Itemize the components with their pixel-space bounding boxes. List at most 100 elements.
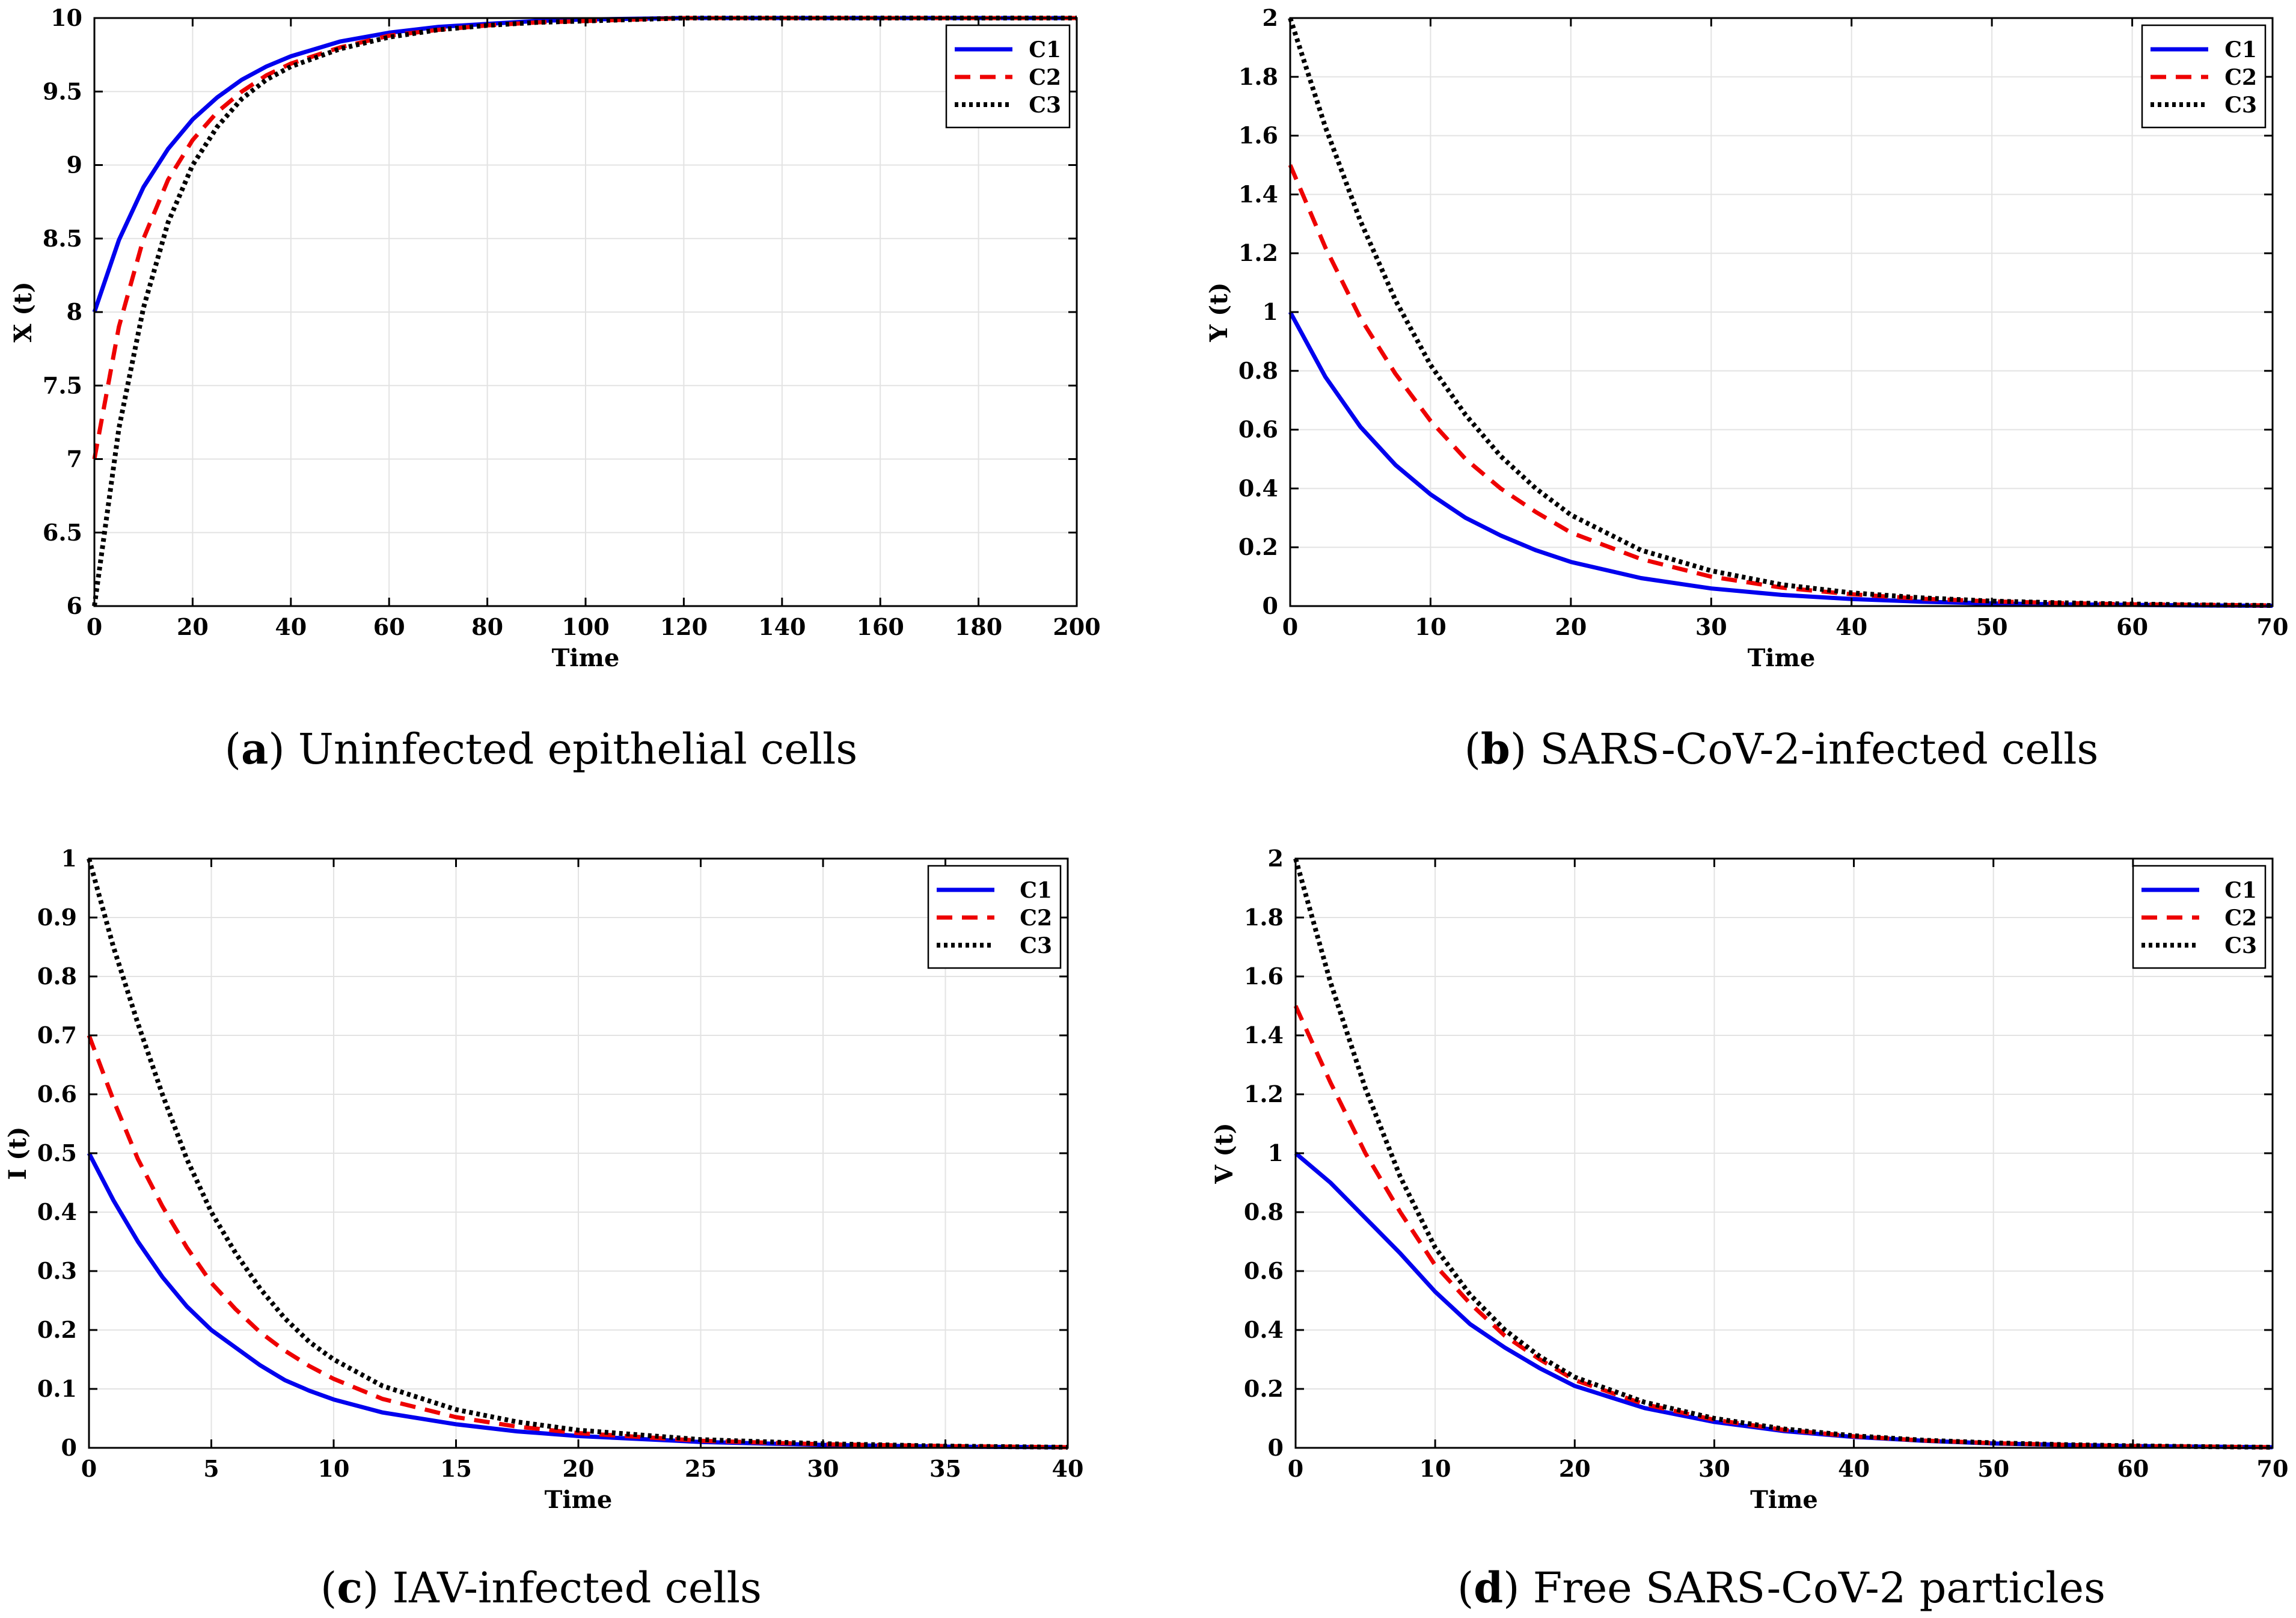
legend-label-c3-c: C3 [1020,933,1052,958]
x-tick-label-c: 0 [81,1455,97,1482]
x-tick-label-b: 10 [1415,613,1446,640]
grid-a [94,18,1077,606]
series-line-c3-d [1293,857,2273,1450]
y-tick-label-d: 1.2 [1244,1080,1284,1108]
x-tick-label-c: 25 [685,1455,717,1482]
y-tick-label-a: 8.5 [43,225,82,252]
x-tick-label-a: 40 [275,613,307,640]
x-tick-label-c: 5 [203,1455,219,1482]
y-tick-label-d: 1 [1268,1139,1284,1166]
caption-letter-a: a [241,724,268,774]
x-tick-label-a: 140 [758,613,806,640]
x-tick-label-c: 40 [1052,1455,1084,1482]
y-tick-label-a: 9 [67,152,82,179]
caption-d: (d) Free SARS-CoV-2 particles [1457,1563,2105,1613]
x-tick-label-a: 200 [1053,613,1100,640]
caption-text-d: Free SARS-CoV-2 particles [1533,1563,2105,1613]
y-tick-label-c: 1 [61,845,77,872]
ticks-a: 0 20 40 60 80 100 120 140 160 180 200 6 6.5 7 7.5 8 8.5 9… [43,4,1101,640]
y-tick-label-b: 1 [1263,298,1278,325]
y-tick-label-d: 0.2 [1244,1375,1284,1402]
x-tick-label-a: 120 [660,613,708,640]
y-axis-label-b: Y (t) [1205,283,1233,343]
x-tick-label-b: 0 [1282,613,1298,640]
y-axis-label-d: V (t) [1210,1123,1238,1184]
x-tick-label-d: 10 [1419,1455,1451,1482]
x-tick-label-c: 10 [318,1455,350,1482]
ticks-b: 0 10 20 30 40 50 60 70 0 0.2 0.4 0.6 0.8 1 1.2 1.4 1.6 1.… [1238,4,2289,640]
x-tick-label-b: 20 [1555,613,1587,640]
x-tick-label-b: 30 [1695,613,1727,640]
series-line-c2-d [1293,1005,2273,1450]
y-tick-label-c: 0.1 [37,1375,77,1402]
x-tick-label-d: 20 [1559,1455,1591,1482]
y-tick-label-b: 2 [1263,4,1278,31]
y-tick-label-b: 0.2 [1238,533,1278,560]
y-tick-label-a: 7.5 [43,372,82,399]
legend-label-c3-b: C3 [2224,93,2257,118]
ticks-d: 0 10 20 30 40 50 60 70 0 0.2 0.4 0.6 0.8 1 1.2 1.4 1.6 1.… [1244,845,2289,1482]
legend-label-c2-a: C2 [1029,65,1061,90]
x-tick-label-d: 30 [1698,1455,1730,1482]
legend-label-c1-c: C1 [1020,878,1052,903]
y-tick-label-a: 10 [51,4,82,31]
grid-b [1290,18,2273,606]
caption-text-b: SARS-CoV-2-infected cells [1540,725,2098,774]
y-tick-label-b: 1.2 [1238,239,1278,266]
y-tick-label-c: 0 [61,1434,77,1461]
y-tick-label-b: 0.6 [1238,416,1278,443]
x-tick-label-a: 20 [177,613,209,640]
y-tick-label-c: 0.7 [37,1022,77,1049]
x-tick-label-b: 70 [2257,613,2289,640]
x-tick-label-c: 30 [807,1455,839,1482]
y-tick-label-b: 0 [1263,592,1278,619]
y-tick-label-d: 1.6 [1244,963,1284,990]
caption-a: (a) Uninfected epithelial cells [225,724,858,774]
x-tick-label-d: 40 [1838,1455,1870,1482]
y-tick-label-c: 0.4 [37,1198,77,1225]
y-tick-label-c: 0.3 [37,1257,77,1284]
x-axis-label-c: Time [545,1486,613,1514]
y-tick-label-a: 6.5 [43,519,82,546]
y-tick-label-d: 1.4 [1244,1022,1284,1049]
y-axis-label-c: I (t) [4,1127,32,1180]
x-tick-label-b: 50 [1976,613,2008,640]
y-tick-label-d: 0.8 [1244,1198,1284,1225]
caption-text-a: Uninfected epithelial cells [298,725,857,774]
caption-b: (b) SARS-CoV-2-infected cells [1465,724,2099,774]
y-tick-label-a: 7 [67,446,82,473]
x-tick-label-d: 0 [1288,1455,1303,1482]
caption-c: (c) IAV-infected cells [320,1563,762,1613]
y-tick-label-a: 6 [67,592,82,619]
y-tick-label-b: 0.8 [1238,357,1278,384]
x-tick-label-a: 100 [562,613,609,640]
x-tick-label-c: 20 [563,1455,595,1482]
y-tick-label-d: 0.4 [1244,1316,1284,1343]
y-tick-label-c: 0.2 [37,1316,77,1343]
legend-label-c2-b: C2 [2224,65,2257,90]
y-tick-label-d: 2 [1268,845,1284,872]
caption-letter-c: c [337,1563,363,1613]
legend-label-c3-d: C3 [2224,933,2257,958]
x-tick-label-a: 0 [87,613,102,640]
series-layer-d [1293,857,2273,1450]
x-axis-label-a: Time [552,644,620,672]
x-tick-label-c: 35 [929,1455,961,1482]
ticks-c: 0 5 10 15 20 25 30 35 40 0 0.1 0.2 0.3 0.4 0.5 0.6 0.7 0.… [37,845,1084,1482]
caption-text-c: IAV-infected cells [393,1563,762,1613]
x-tick-label-d: 50 [1977,1455,2009,1482]
y-tick-label-a: 9.5 [43,78,82,105]
panel-b: 0 10 20 30 40 50 60 70 0 0.2 0.4 0.6 0.8 1 1.2 1.4 1.6 1.… [1205,4,2288,774]
x-axis-label-d: Time [1750,1486,1818,1514]
grid-d [1296,859,2273,1448]
legend-label-c2-d: C2 [2224,906,2257,931]
x-tick-label-a: 80 [471,613,503,640]
legend-label-c2-c: C2 [1020,906,1052,931]
legend-label-c1-a: C1 [1029,37,1061,63]
x-tick-label-d: 70 [2257,1455,2289,1482]
x-tick-label-a: 160 [857,613,904,640]
